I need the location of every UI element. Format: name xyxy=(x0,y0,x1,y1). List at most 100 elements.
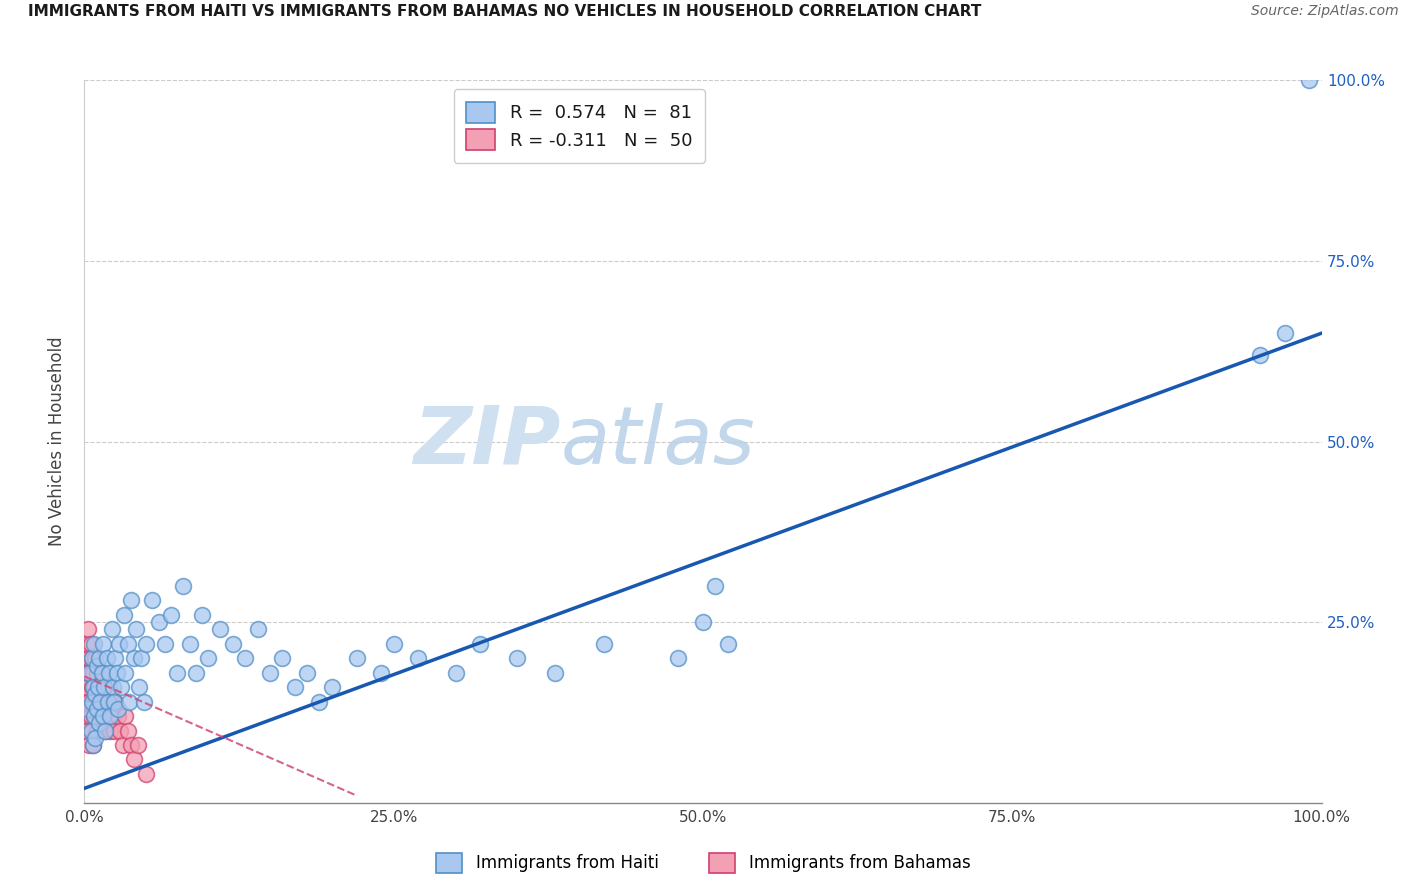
Point xyxy=(160,607,183,622)
Point xyxy=(110,680,132,694)
Point xyxy=(543,665,565,680)
Point xyxy=(80,651,103,665)
Point xyxy=(84,695,107,709)
Point xyxy=(172,579,194,593)
Point xyxy=(89,716,111,731)
Point xyxy=(94,723,117,738)
Point xyxy=(107,702,129,716)
Point xyxy=(111,738,134,752)
Point xyxy=(90,665,112,680)
Point xyxy=(108,637,131,651)
Point xyxy=(96,651,118,665)
Point xyxy=(179,637,201,651)
Point xyxy=(79,665,101,680)
Point xyxy=(83,709,105,723)
Point xyxy=(82,680,104,694)
Point xyxy=(89,695,111,709)
Point xyxy=(75,651,97,665)
Point xyxy=(1249,348,1271,362)
Point xyxy=(84,687,107,701)
Point xyxy=(83,637,105,651)
Point xyxy=(77,623,100,637)
Point xyxy=(87,680,110,694)
Point xyxy=(79,651,101,665)
Point xyxy=(98,680,121,694)
Point xyxy=(87,680,110,694)
Point xyxy=(76,723,98,738)
Point xyxy=(1274,326,1296,341)
Point xyxy=(209,623,232,637)
Point xyxy=(86,723,108,738)
Point xyxy=(129,651,152,665)
Text: atlas: atlas xyxy=(561,402,755,481)
Point xyxy=(382,637,405,651)
Point xyxy=(117,637,139,651)
Point xyxy=(107,709,129,723)
Point xyxy=(76,637,98,651)
Point xyxy=(79,738,101,752)
Text: ZIP: ZIP xyxy=(413,402,561,481)
Legend: R =  0.574   N =  81, R = -0.311   N =  50: R = 0.574 N = 81, R = -0.311 N = 50 xyxy=(454,89,704,162)
Point xyxy=(90,665,112,680)
Point xyxy=(86,665,108,680)
Point xyxy=(82,738,104,752)
Point xyxy=(76,680,98,694)
Point xyxy=(135,767,157,781)
Point xyxy=(93,680,115,694)
Point xyxy=(308,695,330,709)
Point xyxy=(135,637,157,651)
Point xyxy=(114,665,136,680)
Point xyxy=(82,738,104,752)
Point xyxy=(184,665,207,680)
Legend: Immigrants from Haiti, Immigrants from Bahamas: Immigrants from Haiti, Immigrants from B… xyxy=(429,847,977,880)
Point xyxy=(692,615,714,630)
Point xyxy=(89,709,111,723)
Point xyxy=(666,651,689,665)
Point xyxy=(120,593,142,607)
Point xyxy=(118,695,141,709)
Point xyxy=(77,665,100,680)
Point xyxy=(114,709,136,723)
Point xyxy=(77,702,100,716)
Point xyxy=(80,680,103,694)
Point xyxy=(77,709,100,723)
Point xyxy=(104,695,127,709)
Point xyxy=(122,651,145,665)
Point xyxy=(470,637,492,651)
Point xyxy=(117,723,139,738)
Point xyxy=(96,695,118,709)
Point xyxy=(704,579,727,593)
Point xyxy=(79,709,101,723)
Point xyxy=(593,637,616,651)
Point xyxy=(122,752,145,766)
Point xyxy=(233,651,256,665)
Point xyxy=(98,665,121,680)
Point xyxy=(101,709,124,723)
Point xyxy=(346,651,368,665)
Point xyxy=(97,709,120,723)
Point xyxy=(444,665,467,680)
Point xyxy=(148,615,170,630)
Point xyxy=(97,695,120,709)
Point xyxy=(86,702,108,716)
Point xyxy=(128,680,150,694)
Text: IMMIGRANTS FROM HAITI VS IMMIGRANTS FROM BAHAMAS NO VEHICLES IN HOUSEHOLD CORREL: IMMIGRANTS FROM HAITI VS IMMIGRANTS FROM… xyxy=(28,4,981,20)
Point xyxy=(89,695,111,709)
Point xyxy=(83,680,105,694)
Point xyxy=(408,651,430,665)
Point xyxy=(82,665,104,680)
Point xyxy=(98,723,121,738)
Point xyxy=(321,680,343,694)
Y-axis label: No Vehicles in Household: No Vehicles in Household xyxy=(48,336,66,547)
Point xyxy=(91,709,114,723)
Point xyxy=(506,651,529,665)
Point xyxy=(80,723,103,738)
Point xyxy=(103,695,125,709)
Point xyxy=(127,738,149,752)
Point xyxy=(83,709,105,723)
Point xyxy=(86,658,108,673)
Point xyxy=(75,695,97,709)
Point xyxy=(91,695,114,709)
Point xyxy=(105,665,128,680)
Text: Source: ZipAtlas.com: Source: ZipAtlas.com xyxy=(1251,4,1399,19)
